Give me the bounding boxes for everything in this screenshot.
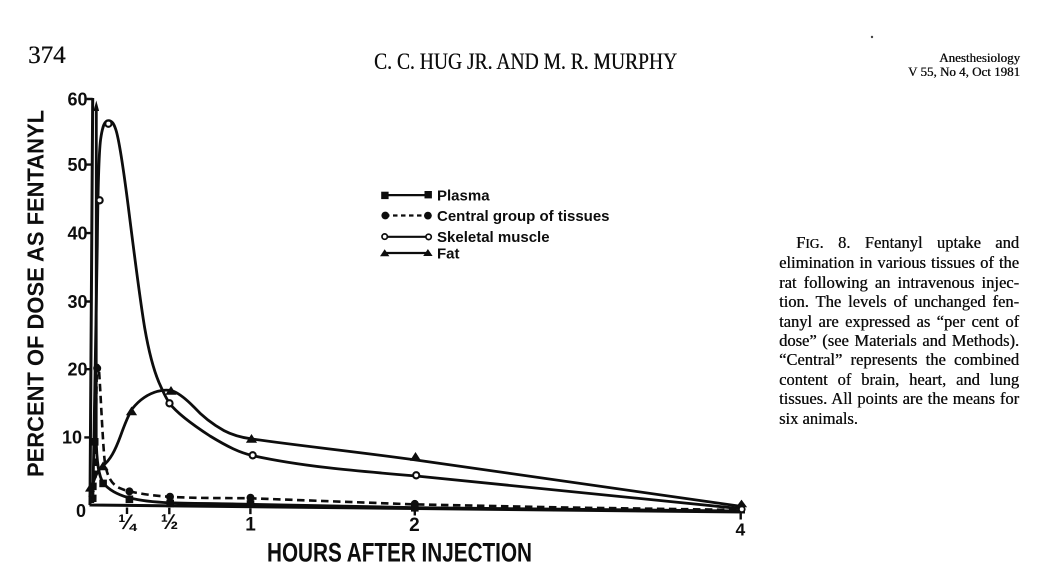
svg-text:2: 2 — [409, 515, 420, 536]
svg-text:40: 40 — [67, 223, 87, 243]
svg-text:30: 30 — [67, 292, 87, 312]
svg-text:Fat: Fat — [437, 245, 460, 262]
svg-text:¼: ¼ — [118, 511, 137, 534]
svg-text:Skeletal muscle: Skeletal muscle — [437, 229, 550, 246]
svg-text:20: 20 — [67, 360, 87, 380]
svg-text:50: 50 — [67, 155, 87, 175]
svg-text:Central group of tissues: Central group of tissues — [437, 208, 610, 225]
svg-text:1: 1 — [245, 515, 256, 536]
svg-text:10: 10 — [62, 428, 82, 448]
svg-text:½: ½ — [161, 511, 179, 534]
svg-text:0: 0 — [76, 501, 86, 521]
svg-text:Plasma: Plasma — [437, 187, 490, 204]
svg-text:60: 60 — [67, 89, 87, 109]
svg-text:PERCENT OF DOSE AS FENTANYL: PERCENT OF DOSE AS FENTANYL — [23, 110, 49, 477]
svg-text:4: 4 — [736, 520, 746, 540]
svg-text:HOURS AFTER INJECTION: HOURS AFTER INJECTION — [267, 538, 532, 568]
